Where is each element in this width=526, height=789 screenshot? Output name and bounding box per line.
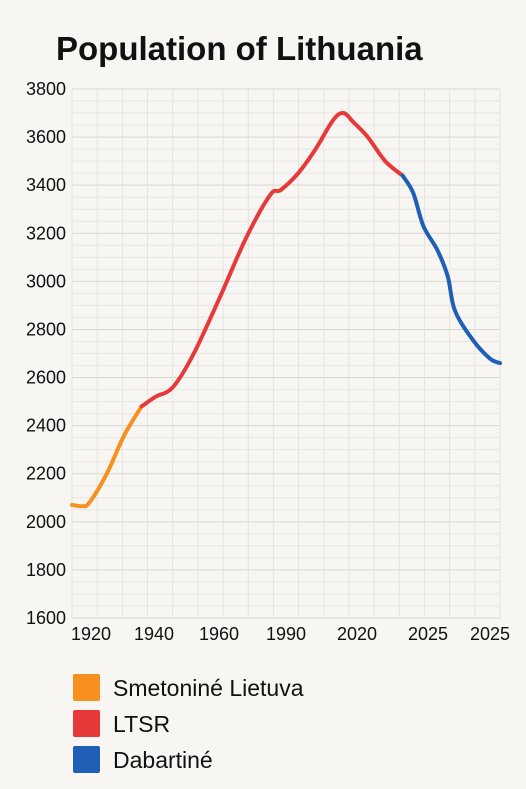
x-tick-label: 2025 — [470, 624, 510, 644]
y-tick-label: 3400 — [26, 175, 66, 195]
y-tick-label: 2400 — [26, 416, 66, 436]
y-tick-label: 3800 — [26, 79, 66, 99]
series-line-2 — [400, 173, 502, 366]
grid — [71, 88, 501, 619]
legend-swatch — [73, 746, 100, 773]
x-axis-ticks: 1920 1940 1960 1990 2020 2025 2025 — [71, 624, 510, 644]
y-tick-label: 1600 — [26, 608, 66, 628]
y-tick-label: 2800 — [26, 319, 66, 339]
y-tick-label: 3000 — [26, 271, 66, 291]
x-tick-label: 1920 — [71, 624, 111, 644]
chart-title: Population of Lithuania — [56, 30, 423, 67]
y-tick-label: 1800 — [26, 560, 66, 580]
x-tick-label: 1960 — [199, 624, 239, 644]
series-line-0 — [70, 404, 144, 509]
x-tick-label: 1940 — [134, 624, 174, 644]
series-lines — [70, 110, 502, 509]
legend-swatch — [73, 710, 100, 737]
legend-label: Smetoniné Lietuva — [113, 675, 304, 701]
y-tick-label: 2000 — [26, 512, 66, 532]
x-tick-label: 2020 — [337, 624, 377, 644]
y-axis-ticks: 1600 1800 2000 2200 2400 2600 2800 3000 3200 3400… — [26, 79, 66, 628]
x-tick-label: 2025 — [408, 624, 448, 644]
y-tick-label: 2200 — [26, 464, 66, 484]
x-tick-label: 1990 — [266, 624, 306, 644]
y-tick-label: 3600 — [26, 127, 66, 147]
legend-label: LTSR — [113, 711, 170, 737]
y-tick-label: 3200 — [26, 223, 66, 243]
series-line-1 — [139, 110, 405, 409]
legend: Smetoniné Lietuva LTSR Dabartiné — [73, 674, 304, 773]
y-tick-label: 2600 — [26, 368, 66, 388]
legend-label: Dabartiné — [113, 747, 213, 773]
legend-swatch — [73, 674, 100, 701]
